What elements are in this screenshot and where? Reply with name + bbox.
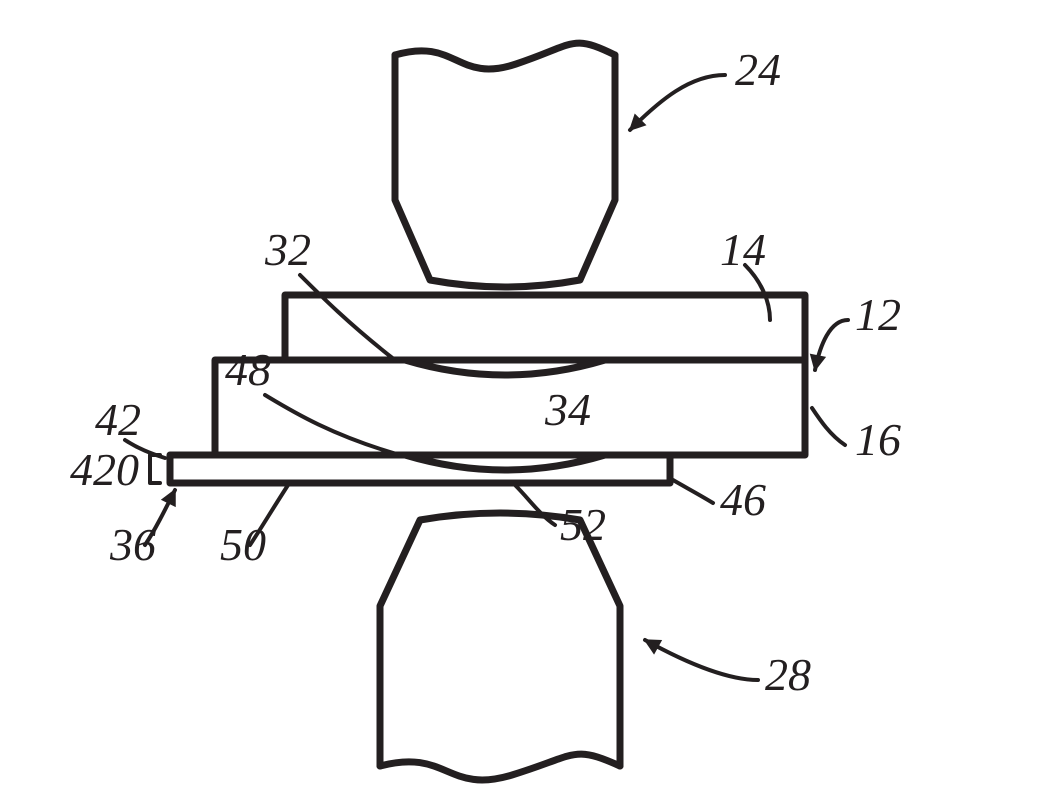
label-46: 46 [720, 474, 766, 525]
label-34: 34 [544, 384, 591, 435]
lower-electrode [380, 513, 620, 766]
label-50: 50 [220, 519, 266, 570]
label-48: 48 [225, 344, 271, 395]
label-16: 16 [855, 414, 901, 465]
label-14: 14 [720, 224, 766, 275]
upper-electrode [395, 55, 615, 287]
leader-12 [815, 320, 848, 370]
label-32: 32 [264, 224, 311, 275]
label-420: 420 [70, 444, 139, 495]
leader-16 [812, 408, 845, 445]
plate-top [285, 295, 805, 360]
leader-46 [673, 480, 713, 503]
leader-24 [630, 75, 725, 130]
bracket-420 [150, 455, 160, 483]
label-52: 52 [560, 499, 606, 550]
label-12: 12 [855, 289, 901, 340]
label-36: 36 [109, 519, 156, 570]
label-24: 24 [735, 44, 781, 95]
label-42: 42 [95, 394, 141, 445]
label-28: 28 [765, 649, 811, 700]
leader-28 [645, 640, 758, 680]
patent-figure: 12 14 16 24 28 32 34 36 42 46 48 50 52 420 [0, 0, 1039, 811]
